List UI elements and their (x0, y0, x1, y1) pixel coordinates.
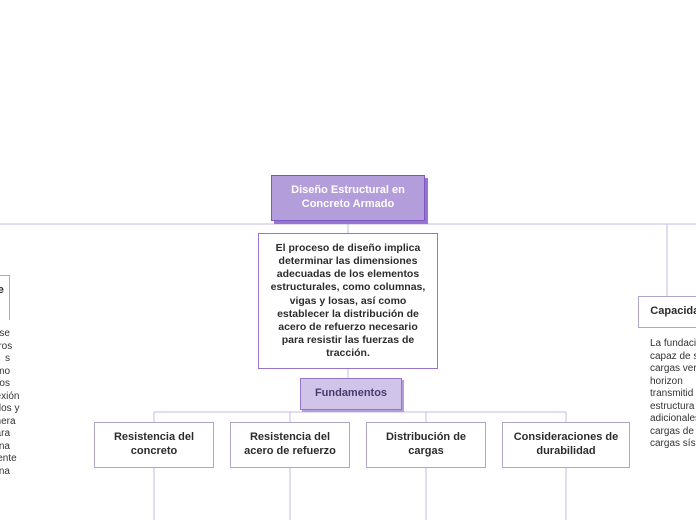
root-node[interactable]: Diseño Estructural en Concreto Armado (271, 175, 425, 221)
left-branch-text-partial: s se ntros s omo Los nexión ados y anera… (0, 320, 20, 486)
left-branch-title-partial[interactable]: de n (0, 275, 10, 321)
leaf-distribucion-cargas[interactable]: Distribución de cargas (366, 422, 486, 468)
right-branch-text-partial: La fundación capaz de sop cargas vert ho… (640, 330, 696, 459)
fundamentos-node[interactable]: Fundamentos (300, 378, 402, 410)
leaf-resistencia-concreto[interactable]: Resistencia del concreto (94, 422, 214, 468)
leaf-resistencia-acero[interactable]: Resistencia del acero de refuerzo (230, 422, 350, 468)
mindmap-canvas: Diseño Estructural en Concreto Armado El… (0, 0, 696, 520)
leaf-consideraciones-durabilidad[interactable]: Consideraciones de durabilidad (502, 422, 630, 468)
right-branch-title-partial[interactable]: Capacidad d (638, 296, 696, 328)
description-node: El proceso de diseño implica determinar … (258, 233, 438, 369)
